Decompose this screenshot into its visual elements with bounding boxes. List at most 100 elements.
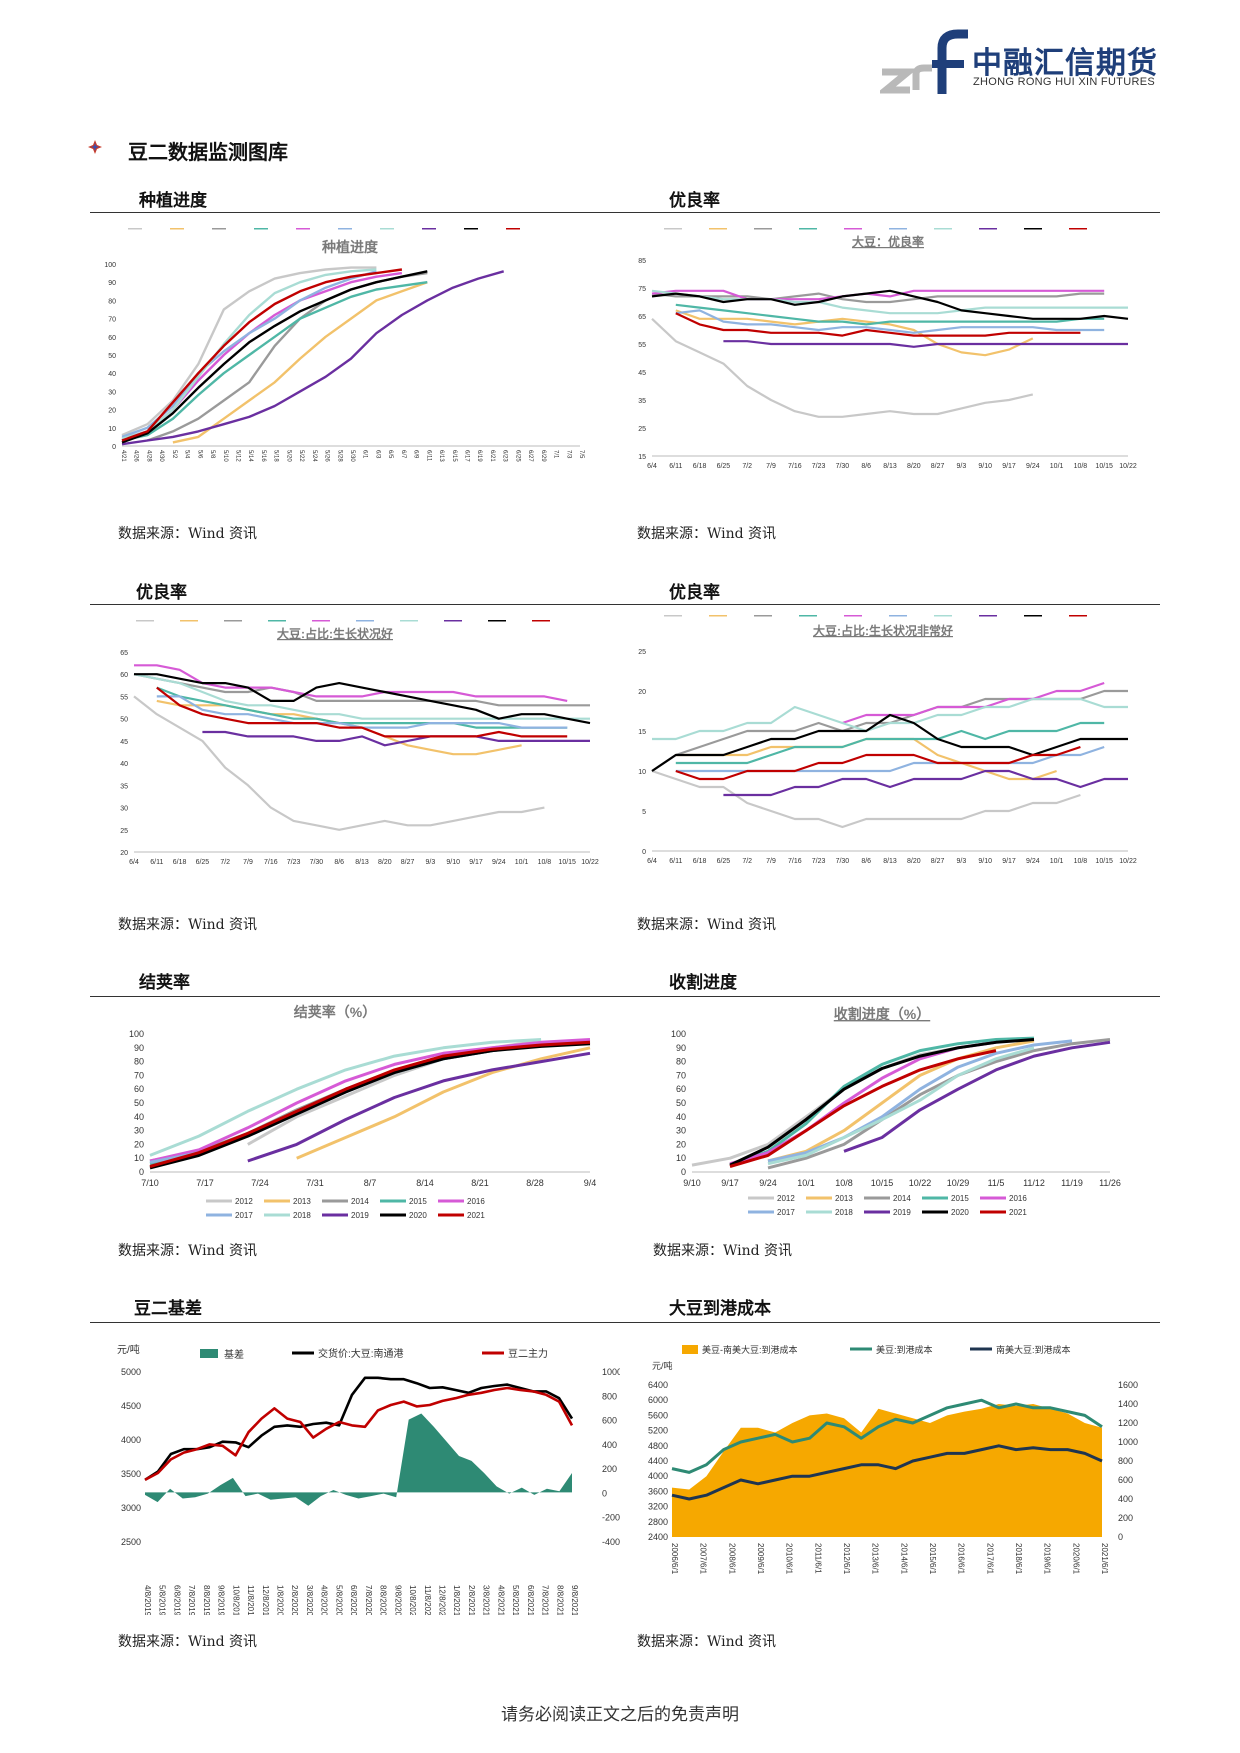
series-line-2015 — [729, 1036, 1035, 1167]
x-tick-label: 9/3 — [426, 859, 436, 866]
series-line-2018 — [121, 268, 377, 440]
x-tick-label: 5/8 — [209, 450, 215, 459]
x-tick-label: 10/8 — [1074, 463, 1088, 470]
x-tick-label: 7/3 — [565, 450, 571, 459]
x-tick-label: 6/25 — [514, 450, 520, 462]
x-tick-label: 7/16 — [264, 859, 278, 866]
x-tick-label: 8/27 — [931, 463, 945, 470]
series-line-2018 — [149, 1038, 542, 1157]
y-tick-label: 4400 — [648, 1456, 668, 1466]
legend-label-2019: 2019 — [351, 1211, 369, 1220]
x-tick-label: 6/3 — [374, 450, 380, 459]
x-tick-label: 6/18 — [173, 859, 187, 866]
legend-label-2015: 2015 — [820, 228, 835, 230]
legend-label-2016: 2016 — [865, 228, 880, 230]
y2-tick-label: 0 — [602, 1488, 607, 1498]
x-tick-label: 6/25 — [717, 858, 731, 865]
y-tick-label: 25 — [638, 426, 646, 433]
series-line-2012 — [121, 266, 377, 437]
x-tick-label: 10/8 — [1074, 858, 1088, 865]
x-tick-label: 6/4 — [647, 463, 657, 470]
series-line-2014 — [651, 292, 1105, 304]
legend-label-2012: 2012 — [235, 1197, 253, 1206]
legend-label-2012: 2012 — [145, 228, 161, 230]
x-tick-label: 8/14 — [416, 1178, 434, 1188]
series-line-2020 — [729, 1038, 1035, 1167]
panel-heading-basis: 豆二基差 — [134, 1299, 202, 1319]
x-tick-label: 8/6 — [334, 859, 344, 866]
series-line-2013 — [296, 1046, 591, 1160]
y-tick-label: 5200 — [648, 1426, 668, 1436]
import-cost-chart: 元/吨2400280032003600400044004800520056006… — [648, 1344, 1138, 1575]
y-tick-label: 60 — [108, 335, 116, 342]
legend-label-2020: 2020 — [951, 1208, 969, 1217]
series-line-2018 — [133, 673, 590, 720]
legend-label-2016: 2016 — [467, 1197, 485, 1206]
company-logo: 中融汇信期货 ZHONG RONG HUI XIN FUTURES — [876, 28, 1170, 98]
x-tick-label: 7/2 — [742, 463, 752, 470]
y-tick-label: 10 — [134, 1153, 144, 1163]
x-tick-label: 9/24 — [492, 859, 506, 866]
x-tick-label: 7/30 — [836, 463, 850, 470]
y-tick-label: 75 — [638, 286, 646, 293]
x-tick-label: 5/26 — [324, 450, 330, 462]
x-tick-label: 9/17 — [1002, 858, 1016, 865]
legend-label-2014: 2014 — [229, 228, 245, 230]
legend-label-2013: 2013 — [293, 1197, 311, 1206]
series-line-2018 — [767, 1046, 1035, 1166]
y2-tick-label: 400 — [1118, 1494, 1133, 1504]
x-tick-label: 8/27 — [931, 858, 945, 865]
legend-label-2020: 2020 — [481, 228, 497, 230]
y-tick-label: 45 — [638, 370, 646, 377]
series-line-2013 — [675, 309, 1034, 357]
series-line-2020 — [121, 270, 428, 444]
y-tick-label: 50 — [134, 1098, 144, 1108]
x-tick-label: 5/8/2021 — [511, 1585, 520, 1615]
x-tick-label: 12/8/2019 — [261, 1585, 270, 1615]
y-tick-label: 30 — [676, 1126, 686, 1136]
x-tick-label: 10/8/2019 — [231, 1585, 240, 1615]
series-line-2016 — [651, 289, 1105, 301]
x-tick-label: 10/1 — [1050, 858, 1064, 865]
delivery-price-line — [144, 1376, 574, 1481]
source-note: 数据来源：Wind 资讯 — [118, 917, 258, 933]
x-tick-label: 5/14 — [247, 450, 253, 462]
legend-label-2012: 2012 — [777, 1194, 795, 1203]
sa-soy-cost-line — [671, 1444, 1103, 1501]
x-tick-label: 1/8/2020 — [276, 1585, 285, 1615]
legend-label-sa: 南美大豆:到港成本 — [996, 1344, 1071, 1355]
series-line-2013 — [172, 281, 428, 444]
x-tick-label: 11/5 — [988, 1178, 1005, 1188]
x-tick-label: 2009/6/1 — [756, 1543, 765, 1575]
harvest-chart: 收割进度（%） 0 10 20 30 40 50 60 70 80 90 100 9/10 9/17 9/2… — [671, 1006, 1121, 1217]
x-tick-label: 9/10 — [978, 858, 992, 865]
legend-label-2017: 2017 — [377, 620, 392, 622]
legend-label-2017: 2017 — [355, 228, 371, 230]
x-tick-label: 6/8/2021 — [526, 1585, 535, 1615]
legend-label-2015: 2015 — [820, 615, 835, 617]
y-tick-label: 100 — [104, 262, 116, 269]
y2-tick-label: 200 — [602, 1464, 617, 1474]
legend-label-2016: 2016 — [333, 620, 348, 622]
logo-en-text: ZHONG RONG HUI XIN FUTURES — [973, 76, 1155, 88]
x-tick-label: 6/23 — [502, 450, 508, 462]
x-tick-label: 9/17 — [721, 1178, 739, 1188]
chart-title: 大豆:占比:生长状况非常好 — [813, 623, 953, 638]
panel-heading-good-excellent: 优良率 — [669, 191, 720, 211]
legend-label-2017: 2017 — [235, 1211, 253, 1220]
x-tick-label: 9/24 — [1026, 858, 1040, 865]
y-tick-label: 0 — [642, 849, 646, 856]
series-line-2014 — [767, 1038, 1111, 1170]
x-tick-label: 7/23 — [812, 463, 826, 470]
x-tick-label: 11/12 — [1023, 1178, 1045, 1188]
x-tick-label: 5/20 — [285, 450, 291, 462]
x-tick-label: 4/8/2021 — [496, 1585, 505, 1615]
y-tick-label: 40 — [134, 1112, 144, 1122]
x-tick-label: 2013/6/1 — [871, 1543, 880, 1575]
legend-label-2019: 2019 — [1000, 228, 1015, 230]
y2-tick-label: -200 — [602, 1513, 620, 1523]
source-note: 数据来源：Wind 资讯 — [118, 1243, 258, 1259]
series-line-2015 — [675, 303, 1105, 326]
x-tick-label: 9/8/2019 — [217, 1585, 226, 1615]
chart-title: 大豆:占比:生长状况好 — [277, 626, 393, 641]
